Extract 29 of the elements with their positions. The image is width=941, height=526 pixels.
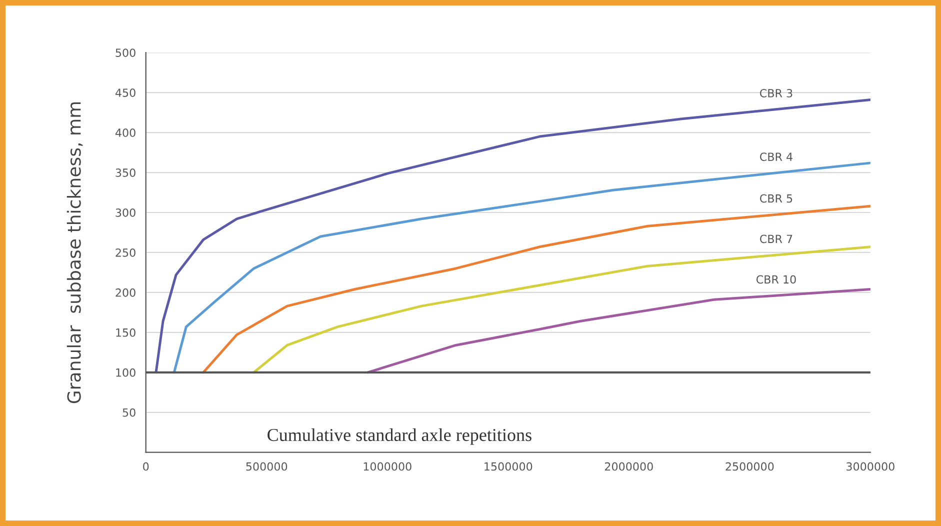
- line-series: [172, 162, 870, 374]
- y-tick-label: 350: [116, 168, 136, 177]
- x-tick-label: 500000: [246, 462, 288, 471]
- y-tick-label: 450: [115, 88, 136, 97]
- line-series: [252, 246, 870, 374]
- x-tick-label: 1500000: [484, 462, 532, 471]
- y-tick-label: 100: [116, 368, 136, 377]
- x-tick-label: 0: [143, 462, 149, 471]
- x-tick-label: 2500000: [726, 462, 774, 471]
- series-label: CBR 7: [760, 234, 792, 244]
- line-series: [154, 98, 870, 374]
- line-series: [202, 204, 870, 374]
- series-label: CBR 3: [760, 89, 792, 98]
- series-label: CBR 5: [760, 194, 792, 203]
- series-label: CBR 4: [760, 152, 792, 162]
- y-tick-label: 500: [116, 48, 136, 57]
- line-series: [366, 288, 870, 374]
- x-tick-label: 1000000: [364, 462, 412, 471]
- y-axis-title: Granular subbase thickness, mm: [66, 102, 83, 404]
- y-tick-label: 50: [122, 408, 136, 417]
- y-tick-label: 400: [115, 128, 136, 137]
- y-tick-label: 250: [116, 248, 136, 257]
- series-label: CBR 10: [756, 275, 796, 284]
- x-tick-label: 3000000: [846, 462, 894, 471]
- y-tick-label: 200: [116, 288, 136, 297]
- y-tick-label: 150: [116, 328, 136, 337]
- x-axis-title: Cumulative standard axle repetitions: [268, 428, 532, 445]
- x-tick-label: 2000000: [604, 462, 653, 471]
- y-tick-label: 300: [116, 208, 136, 217]
